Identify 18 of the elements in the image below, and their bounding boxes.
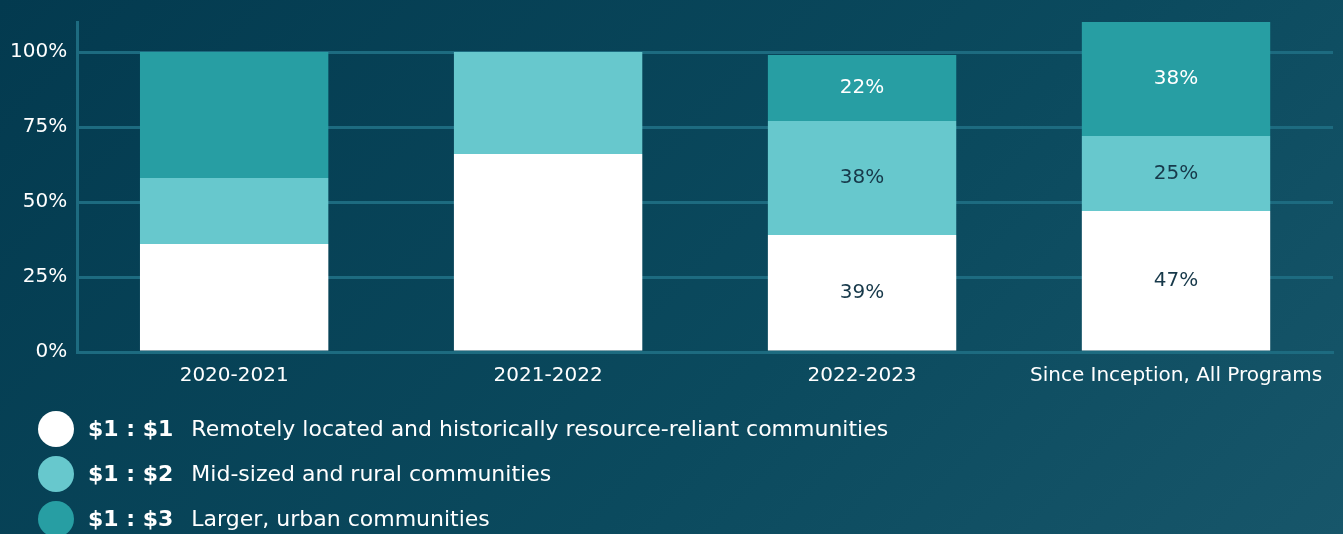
y-tick-label: 25% (22, 263, 68, 288)
x-tick-label: Since Inception, All Programs (1029, 362, 1323, 387)
x-tick-label: 2020-2021 (179, 362, 289, 387)
data-label: 39% (839, 278, 885, 303)
data-label: 25% (1153, 159, 1199, 184)
data-label: 47% (1153, 266, 1199, 291)
data-label: 22% (839, 74, 885, 99)
x-tick-label: 2021-2022 (493, 362, 603, 387)
legend-label: $1 : $3 Larger, urban communities (88, 506, 490, 531)
y-tick-label: 100% (9, 38, 68, 63)
data-label: 38% (1153, 65, 1199, 90)
data-label: 38% (839, 164, 885, 189)
y-tick-label: 75% (22, 113, 68, 138)
y-tick-label: 50% (22, 188, 68, 213)
legend-label: $1 : $2 Mid-sized and rural communities (88, 461, 552, 486)
y-tick-label: 0% (35, 338, 68, 363)
x-tick-label: 2022-2023 (807, 362, 917, 387)
legend-label: $1 : $1 Remotely located and historically resource-reliant communities (88, 416, 889, 441)
